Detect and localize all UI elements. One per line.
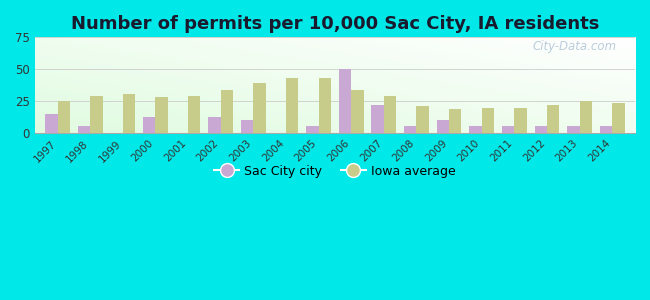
Bar [306,126,318,133]
Bar [123,94,135,133]
Bar [286,78,298,133]
Title: Number of permits per 10,000 Sac City, IA residents: Number of permits per 10,000 Sac City, I… [71,15,599,33]
Bar [482,108,494,133]
Bar [90,96,103,133]
Bar [318,78,331,133]
Bar [404,126,417,133]
Bar [188,96,200,133]
Bar [534,126,547,133]
Bar [339,69,351,133]
Bar [384,96,396,133]
Bar [417,106,429,133]
Bar [437,121,449,133]
Bar [469,126,482,133]
Bar [208,117,221,133]
Bar [371,105,384,133]
Bar [600,126,612,133]
Bar [514,108,526,133]
Bar [580,101,592,133]
Bar [58,101,70,133]
Bar [547,105,559,133]
Text: City-Data.com: City-Data.com [533,40,617,53]
Bar [143,117,155,133]
Bar [254,83,266,133]
Bar [449,109,462,133]
Bar [155,98,168,133]
Bar [351,90,363,133]
Bar [567,126,580,133]
Bar [46,114,58,133]
Bar [221,90,233,133]
Bar [612,103,625,133]
Bar [241,121,254,133]
Bar [78,126,90,133]
Legend: Sac City city, Iowa average: Sac City city, Iowa average [209,160,461,183]
Bar [502,126,514,133]
